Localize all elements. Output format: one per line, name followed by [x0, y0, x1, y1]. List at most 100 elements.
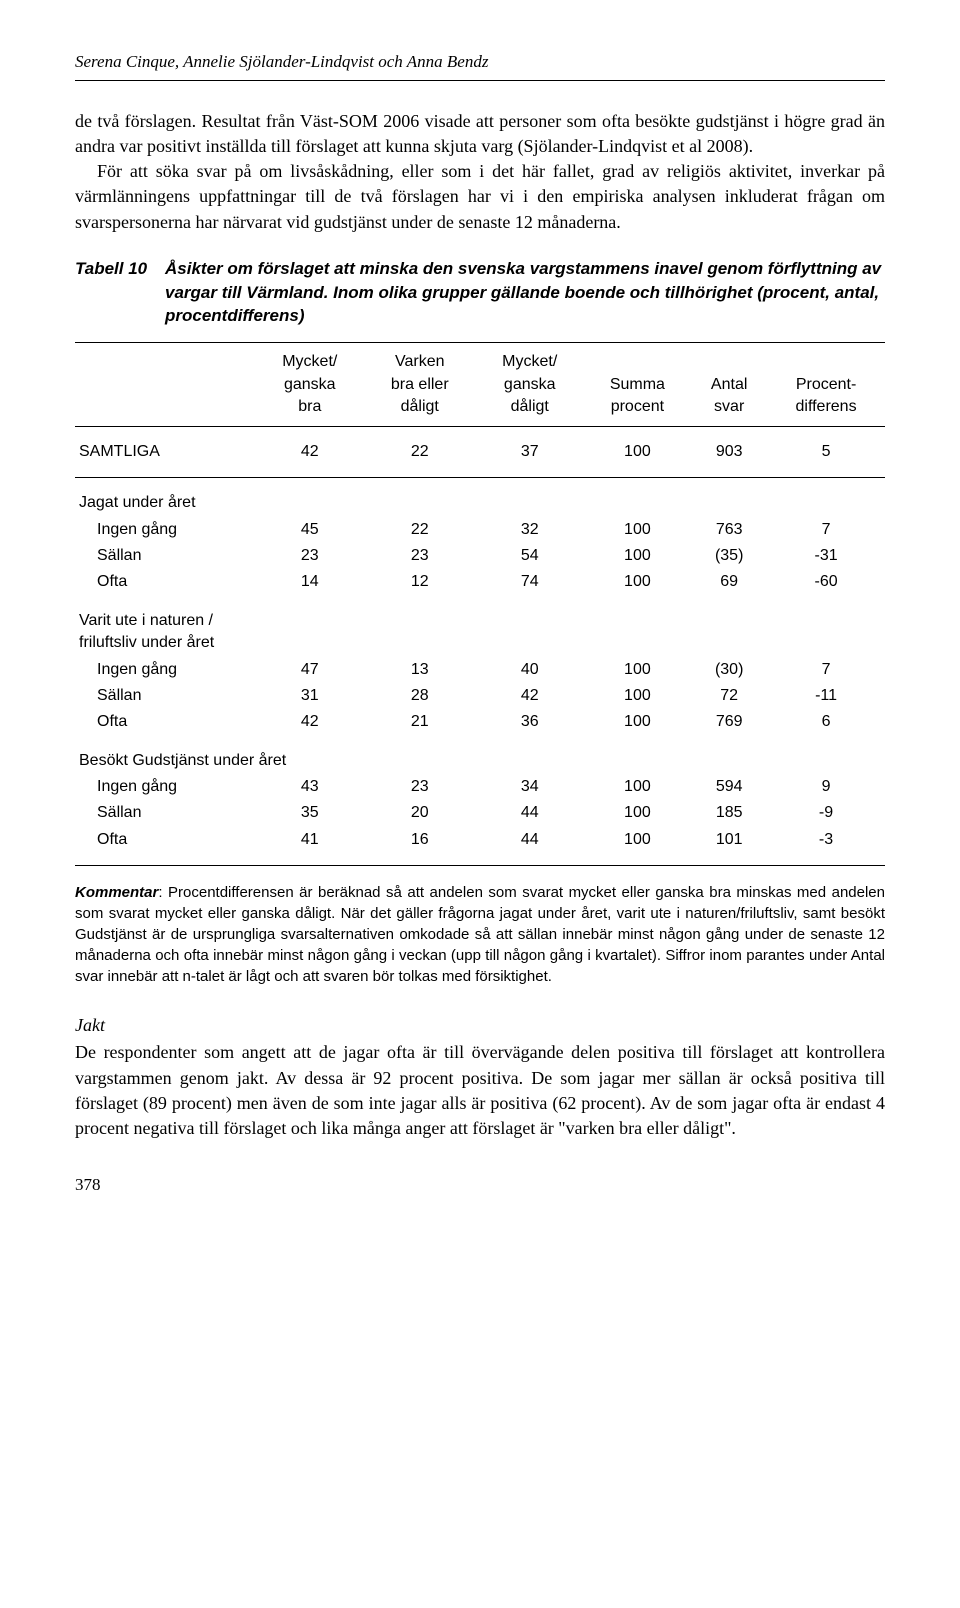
- table-header-row: Mycket/ganskabra Varkenbra ellerdåligt M…: [75, 343, 885, 427]
- cell: 13: [364, 657, 476, 683]
- paragraph-intro: de två förslagen. Resultat från Väst-SOM…: [75, 109, 885, 235]
- table-row: Ingen gång471340100(30)7: [75, 657, 885, 683]
- cell: 20: [364, 800, 476, 826]
- cell: 54: [476, 543, 584, 569]
- cell: Ofta: [75, 827, 256, 865]
- th-antal: Antalsvar: [691, 343, 767, 427]
- group-jagat: Jagat under året: [75, 478, 885, 517]
- table-row: Sällan31284210072-11: [75, 683, 885, 709]
- cell: 45: [256, 517, 364, 543]
- cell: 32: [476, 517, 584, 543]
- group-label: Varit ute i naturen /friluftsliv under å…: [75, 596, 885, 657]
- cell: 100: [584, 569, 692, 595]
- cell: 42: [256, 709, 364, 735]
- cell: 100: [584, 827, 692, 865]
- cell: -3: [767, 827, 885, 865]
- comment-label: Kommentar: [75, 884, 158, 901]
- cell: 21: [364, 709, 476, 735]
- cell: (35): [691, 543, 767, 569]
- table-caption-text: Åsikter om förslaget att minska den sven…: [165, 257, 885, 328]
- cell: SAMTLIGA: [75, 439, 256, 478]
- cell: (30): [691, 657, 767, 683]
- cell: 6: [767, 709, 885, 735]
- cell: 100: [584, 517, 692, 543]
- cell: 41: [256, 827, 364, 865]
- table-row: Ingen gång4522321007637: [75, 517, 885, 543]
- cell: 43: [256, 774, 364, 800]
- cell: Ingen gång: [75, 517, 256, 543]
- th-daligt: Mycket/ganskadåligt: [476, 343, 584, 427]
- cell: 69: [691, 569, 767, 595]
- cell: 903: [691, 439, 767, 478]
- cell: 42: [256, 439, 364, 478]
- cell: Ofta: [75, 569, 256, 595]
- th-varken: Varkenbra ellerdåligt: [364, 343, 476, 427]
- cell: 22: [364, 439, 476, 478]
- cell: Sällan: [75, 683, 256, 709]
- cell: Ingen gång: [75, 774, 256, 800]
- cell: 44: [476, 800, 584, 826]
- cell: 101: [691, 827, 767, 865]
- row-samtliga: SAMTLIGA 42 22 37 100 903 5: [75, 439, 885, 478]
- cell: 37: [476, 439, 584, 478]
- cell: 72: [691, 683, 767, 709]
- cell: 47: [256, 657, 364, 683]
- cell: 40: [476, 657, 584, 683]
- table-row: Ingen gång4323341005949: [75, 774, 885, 800]
- para2-text: För att söka svar på om livsåskådning, e…: [75, 159, 885, 235]
- cell: Sällan: [75, 800, 256, 826]
- table-row: Sällan352044100185-9: [75, 800, 885, 826]
- cell: 594: [691, 774, 767, 800]
- cell: 7: [767, 517, 885, 543]
- cell: 42: [476, 683, 584, 709]
- cell: -31: [767, 543, 885, 569]
- cell: -60: [767, 569, 885, 595]
- cell: 35: [256, 800, 364, 826]
- running-head: Serena Cinque, Annelie Sjölander-Lindqvi…: [75, 50, 885, 81]
- cell: 12: [364, 569, 476, 595]
- data-table: Mycket/ganskabra Varkenbra ellerdåligt M…: [75, 342, 885, 866]
- table-number: Tabell 10: [75, 257, 165, 328]
- table-row: Ofta14127410069-60: [75, 569, 885, 595]
- cell: -9: [767, 800, 885, 826]
- cell: 23: [364, 543, 476, 569]
- table-row: Ofta411644100101-3: [75, 827, 885, 865]
- table-row: Sällan232354100(35)-31: [75, 543, 885, 569]
- th-bra: Mycket/ganskabra: [256, 343, 364, 427]
- cell: 185: [691, 800, 767, 826]
- section-heading-jakt: Jakt: [75, 1013, 885, 1038]
- table-caption: Tabell 10 Åsikter om förslaget att minsk…: [75, 257, 885, 328]
- cell: Ofta: [75, 709, 256, 735]
- cell: Sällan: [75, 543, 256, 569]
- th-summa: Summaprocent: [584, 343, 692, 427]
- cell: 763: [691, 517, 767, 543]
- cell: 22: [364, 517, 476, 543]
- group-natur: Varit ute i naturen /friluftsliv under å…: [75, 596, 885, 657]
- cell: 769: [691, 709, 767, 735]
- cell: -11: [767, 683, 885, 709]
- cell: 31: [256, 683, 364, 709]
- cell: 100: [584, 543, 692, 569]
- paragraph-jakt: De respondenter som angett att de jagar …: [75, 1040, 885, 1141]
- cell: 100: [584, 683, 692, 709]
- cell: 100: [584, 800, 692, 826]
- cell: 34: [476, 774, 584, 800]
- cell: 74: [476, 569, 584, 595]
- cell: 23: [256, 543, 364, 569]
- cell: 5: [767, 439, 885, 478]
- cell: 44: [476, 827, 584, 865]
- group-label: Jagat under året: [75, 478, 885, 517]
- th-blank: [75, 343, 256, 427]
- group-label: Besökt Gudstjänst under året: [75, 736, 885, 774]
- page-number: 378: [75, 1173, 885, 1197]
- cell: 36: [476, 709, 584, 735]
- cell: Ingen gång: [75, 657, 256, 683]
- table-comment: Kommentar: Procentdifferensen är beräkna…: [75, 882, 885, 987]
- cell: 100: [584, 774, 692, 800]
- comment-text: : Procentdifferensen är beräknad så att …: [75, 884, 885, 985]
- cell: 28: [364, 683, 476, 709]
- cell: 100: [584, 439, 692, 478]
- cell: 14: [256, 569, 364, 595]
- th-diff: Procent-differens: [767, 343, 885, 427]
- para1-text: de två förslagen. Resultat från Väst-SOM…: [75, 111, 885, 156]
